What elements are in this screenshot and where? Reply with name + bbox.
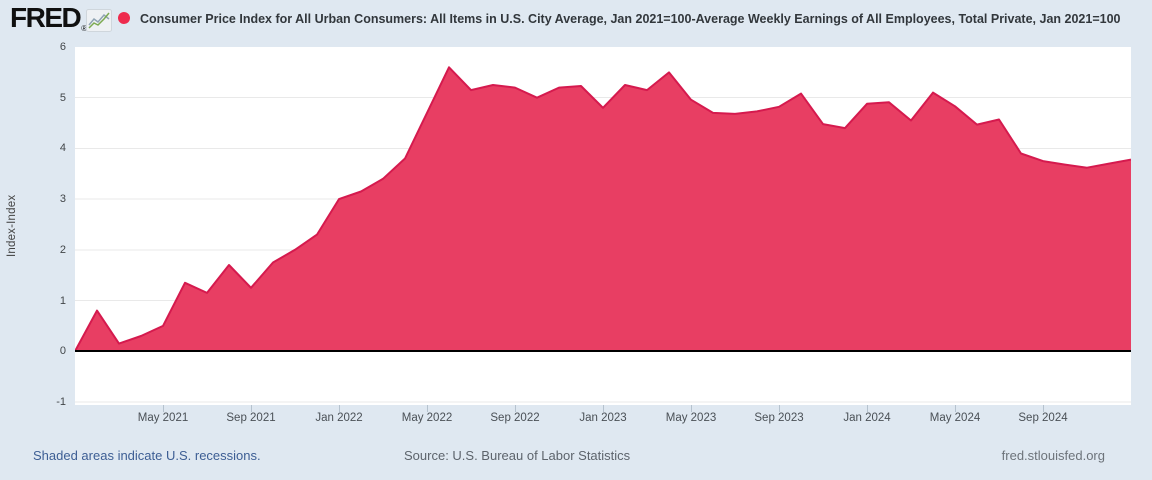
- y-tick-label: 6: [59, 41, 66, 53]
- y-tick-label: 0: [59, 345, 66, 358]
- series-legend-dot: [118, 12, 130, 24]
- fred-logo-text: FRED: [10, 2, 82, 33]
- y-axis-title: Index-Index: [6, 194, 18, 258]
- x-tick-mark: [603, 405, 604, 412]
- area-chart-svg: [74, 66, 1132, 403]
- fred-sparkline-icon: [86, 9, 112, 32]
- source-text: Source: U.S. Bureau of Labor Statistics: [404, 448, 631, 463]
- y-tick-label: 2: [59, 243, 66, 256]
- x-tick-mark: [691, 405, 692, 412]
- y-tick-label: 1: [59, 294, 66, 307]
- x-tick-mark: [251, 405, 252, 412]
- recessions-note-link[interactable]: Shaded areas indicate U.S. recessions.: [33, 448, 261, 463]
- x-tick-label: Sep 2022: [490, 412, 540, 424]
- x-tick-mark: [427, 405, 428, 412]
- x-tick-label: Jan 2024: [843, 412, 891, 424]
- x-tick-label: May 2022: [401, 412, 453, 424]
- x-tick-label: May 2021: [137, 412, 189, 424]
- x-tick-label: Sep 2021: [226, 412, 276, 424]
- x-tick-mark: [163, 405, 164, 412]
- fred-site-link[interactable]: fred.stlouisfed.org: [1001, 448, 1105, 463]
- x-tick-mark: [779, 405, 780, 412]
- y-tick-label: 5: [59, 91, 66, 104]
- x-tick-mark: [1043, 405, 1044, 412]
- y-tick-label: 4: [59, 142, 66, 155]
- x-tick-label: Sep 2024: [1018, 412, 1068, 424]
- y-tick-label: 3: [59, 193, 66, 206]
- chart-title: Consumer Price Index for All Urban Consu…: [140, 12, 1121, 26]
- registered-trademark: ®: [81, 24, 88, 33]
- x-tick-mark: [955, 405, 956, 412]
- y-tick-label: -1: [56, 395, 66, 408]
- x-tick-mark: [339, 405, 340, 412]
- x-tick-mark: [515, 405, 516, 412]
- plot-area[interactable]: [74, 47, 1132, 405]
- fred-logo[interactable]: FRED®: [10, 2, 88, 34]
- x-tick-label: Sep 2023: [754, 412, 804, 424]
- x-tick-label: May 2023: [665, 412, 717, 424]
- x-tick-mark: [867, 405, 868, 412]
- x-tick-label: Jan 2022: [315, 412, 363, 424]
- x-tick-label: May 2024: [929, 412, 981, 424]
- chart-footer: Shaded areas indicate U.S. recessions. S…: [0, 444, 1152, 474]
- x-tick-label: Jan 2023: [579, 412, 627, 424]
- chart-header: FRED® Consumer Price Index for All Urban…: [0, 0, 1152, 40]
